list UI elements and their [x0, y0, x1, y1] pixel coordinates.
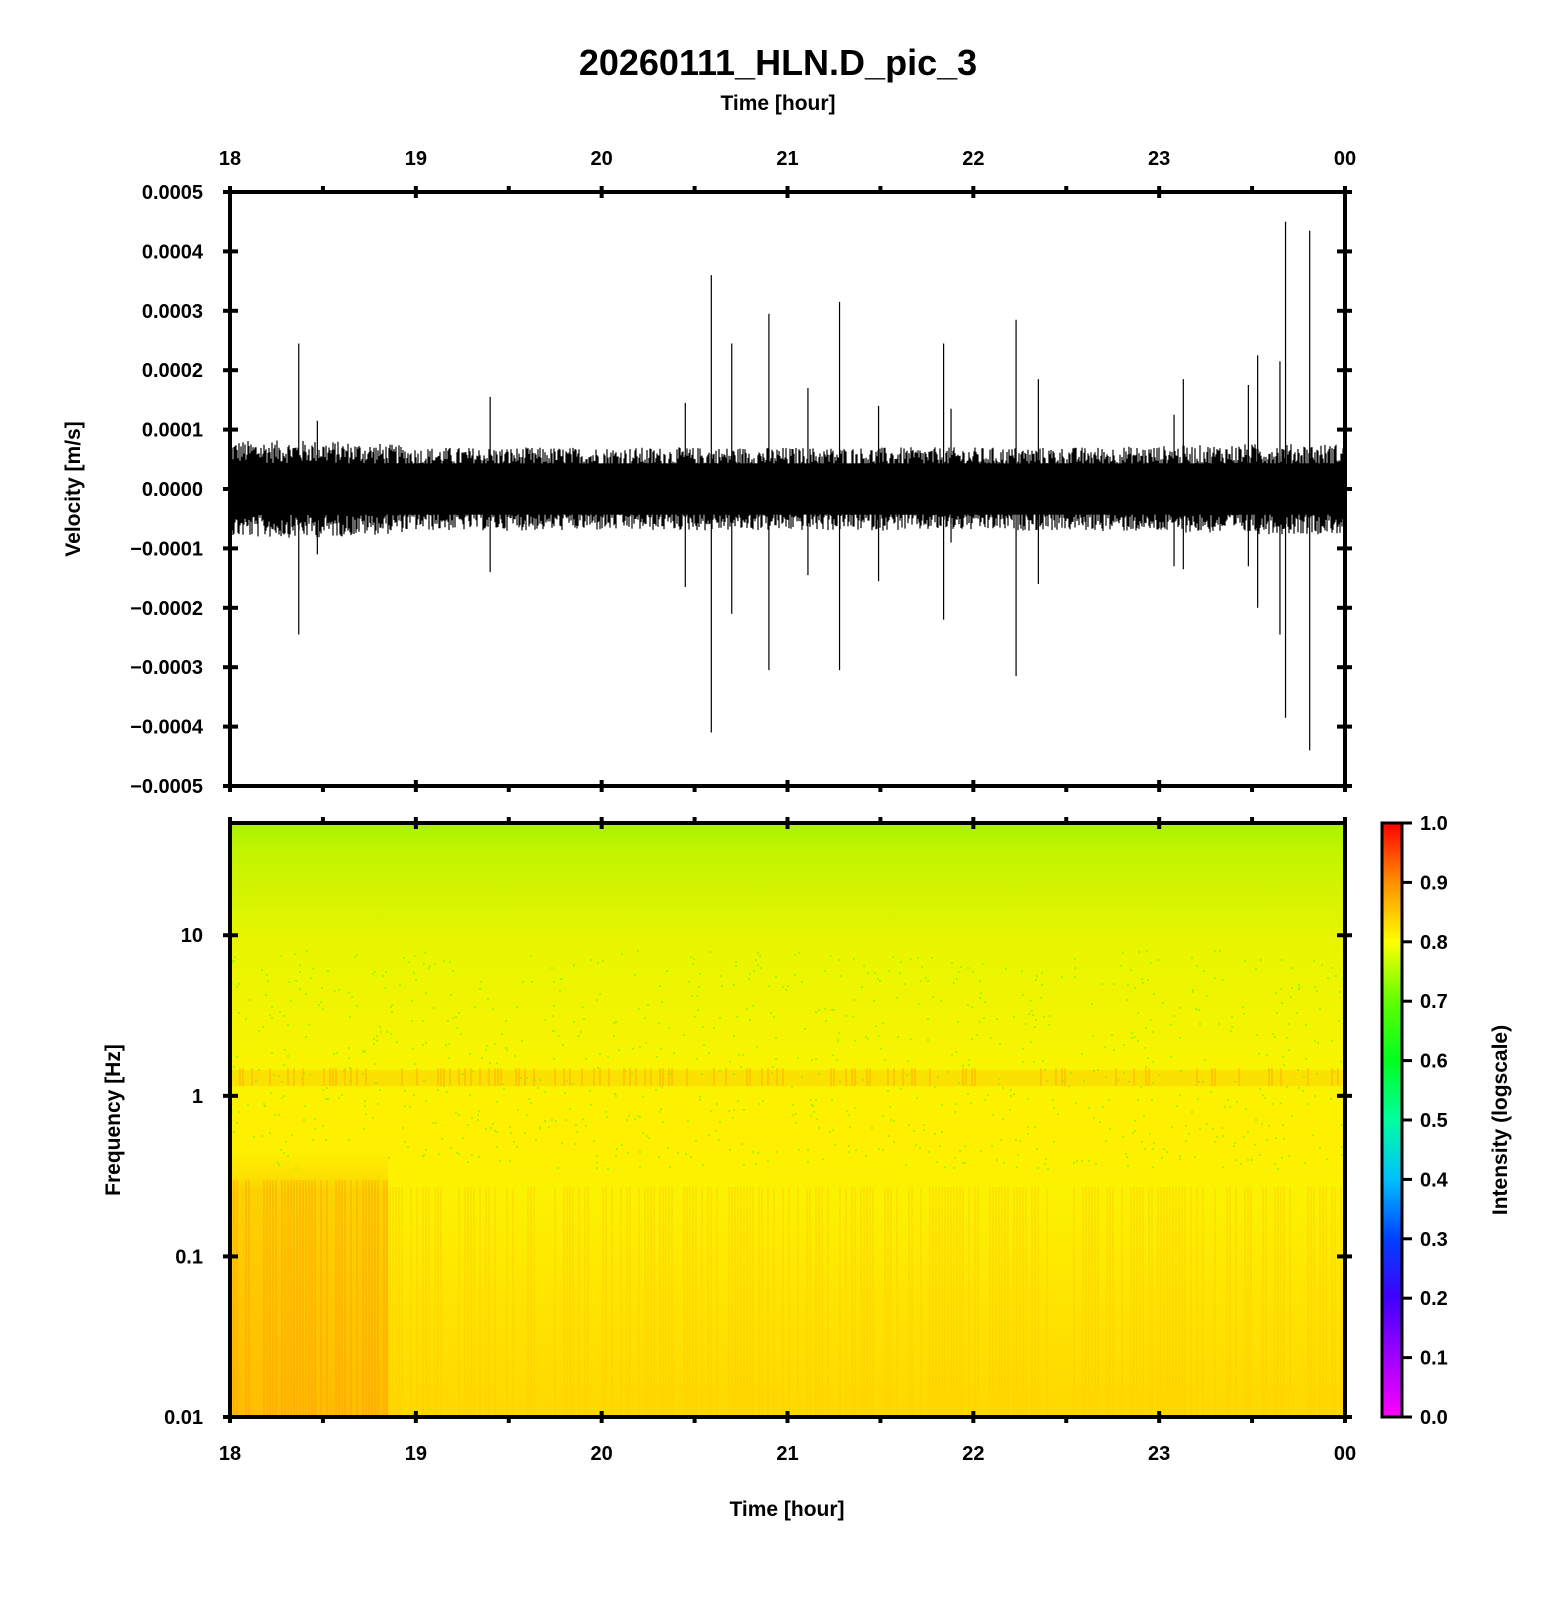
- colorbar-tick-label: 1.0: [1420, 813, 1448, 835]
- y-tick-label: 0.0003: [142, 301, 203, 323]
- bottom-x-axis-label: Time [hour]: [729, 1498, 844, 1521]
- colorbar-tick-label: 0.9: [1420, 872, 1448, 894]
- x-tick-label: 19: [405, 1443, 427, 1465]
- x-tick-label: 22: [962, 1443, 984, 1465]
- spectrogram-horizontal-band: [230, 1069, 1345, 1087]
- y-tick-label: 0.0000: [142, 479, 203, 501]
- x-tick-label: 18: [219, 1443, 241, 1465]
- spectrogram-early-stripes: [233, 1180, 388, 1417]
- colorbar-tick-label: 0.3: [1420, 1229, 1448, 1251]
- y-tick-label: −0.0005: [130, 776, 203, 798]
- y-tick-label: −0.0002: [130, 598, 203, 620]
- freq-tick-label: 1: [192, 1086, 203, 1108]
- x-tick-label: 23: [1148, 1443, 1170, 1465]
- y-tick-label: −0.0003: [130, 657, 203, 679]
- colorbar: 1.0 0.9 0.8 0.7 0.6 0.5 0.4 0.3 0.2 0.1 0.0 Intens…: [1380, 813, 1512, 1429]
- colorbar-gradient: [1380, 821, 1404, 1419]
- x-tick-label: 21: [776, 1443, 798, 1465]
- y-tick-label: 0.0002: [142, 360, 203, 382]
- colorbar-tick-label: 0.0: [1420, 1407, 1448, 1429]
- spectrogram-stripes: [230, 950, 1347, 1417]
- spectrogram-speckles: [231, 950, 1347, 1170]
- colorbar-tick-label: 0.5: [1420, 1110, 1448, 1132]
- freq-tick-label: 0.1: [175, 1246, 203, 1268]
- x-tick-label: 20: [591, 1443, 613, 1465]
- spectrogram-panel: 18 19 20 21 22 23 00 10 1 0.1 0.01 Frequency [Hz]…: [102, 817, 1356, 1521]
- colorbar-tick-label: 0.1: [1420, 1348, 1448, 1370]
- spectrogram-microseism-band: [239, 1068, 1339, 1086]
- y-tick-label: −0.0004: [130, 717, 204, 739]
- y-tick-label: −0.0001: [130, 538, 203, 560]
- colorbar-tick-label: 0.4: [1420, 1169, 1449, 1191]
- colorbar-tick-label: 0.8: [1420, 932, 1448, 954]
- chart-title: 20260111_HLN.D_pic_3: [579, 42, 977, 83]
- x-tick-label: 19: [405, 148, 427, 170]
- colorbar-label: Intensity (logscale): [1489, 1025, 1512, 1215]
- spectrogram-y-axis-label: Frequency [Hz]: [102, 1044, 125, 1196]
- waveform-noise-band: [229, 440, 1346, 538]
- x-tick-label: 00: [1334, 1443, 1356, 1465]
- x-tick-label: 18: [219, 148, 241, 170]
- y-tick-label: 0.0004: [142, 241, 204, 263]
- freq-tick-label: 0.01: [164, 1407, 203, 1429]
- x-tick-label: 23: [1148, 148, 1170, 170]
- colorbar-tick-label: 0.6: [1420, 1051, 1448, 1073]
- y-tick-label: 0.0001: [142, 420, 203, 442]
- x-tick-label: 22: [962, 148, 984, 170]
- colorbar-tick-label: 0.2: [1420, 1288, 1448, 1310]
- x-tick-label: 00: [1334, 148, 1356, 170]
- y-tick-label: 0.0005: [142, 182, 203, 204]
- waveform-x-ticks: 18 19 20 21 22 23 00: [219, 148, 1356, 792]
- colorbar-tick-label: 0.7: [1420, 991, 1448, 1013]
- spectrogram-image: [230, 823, 1345, 1417]
- spectrogram-y-ticks: 10 1 0.1 0.01: [164, 925, 1352, 1429]
- colorbar-ticks: 1.0 0.9 0.8 0.7 0.6 0.5 0.4 0.3 0.2 0.1 0.0: [1402, 813, 1449, 1429]
- waveform-panel: 18 19 20 21 22 23 00 0.00050.00040.00030.00020…: [62, 148, 1356, 798]
- freq-tick-label: 10: [181, 925, 203, 947]
- waveform-spikes: [298, 221, 1311, 751]
- top-x-axis-label: Time [hour]: [720, 92, 835, 115]
- waveform-y-ticks: 0.0005 0.0004 0.0003 0.0002 0.0001 0.0000 −0.0…: [130, 182, 1352, 798]
- spectrogram-x-ticks: 18 19 20 21 22 23 00: [219, 817, 1356, 1465]
- waveform-y-axis-label: Velocity [m/s]: [62, 421, 85, 556]
- x-tick-label: 21: [776, 148, 798, 170]
- x-tick-label: 20: [591, 148, 613, 170]
- noise-core: [230, 463, 1345, 515]
